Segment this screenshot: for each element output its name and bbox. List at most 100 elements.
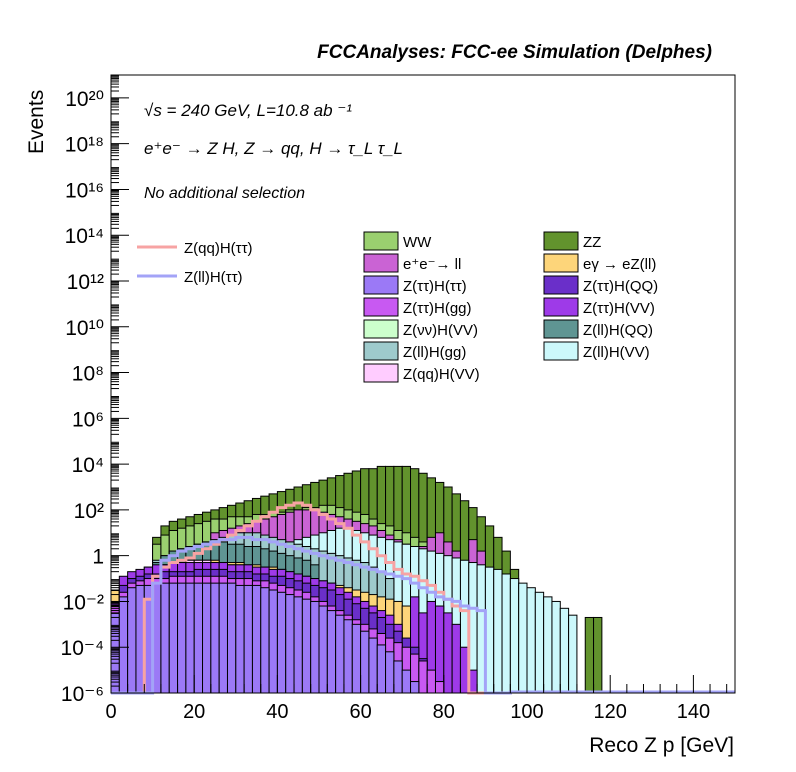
bar xyxy=(318,605,328,694)
bar xyxy=(343,619,353,694)
y-tick-label: 10⁸ xyxy=(72,363,104,386)
legend-swatch xyxy=(543,253,579,273)
annotation-energy-lumi: √s = 240 GeV, L=10.8 ab ⁻¹ xyxy=(144,101,352,120)
bar xyxy=(202,582,212,694)
y-axis-label: Events xyxy=(25,89,48,154)
legend-swatch xyxy=(363,341,399,361)
legend: Z(qq)H(ττ) Z(ll)H(ττ) WW e⁺e⁻→ ll Z(ττ)H(ττ)… xyxy=(137,231,658,383)
chart-title: FCCAnalyses: FCC-ee Simulation (Delphes) xyxy=(317,42,712,63)
bar xyxy=(401,669,412,694)
x-axis-label: Reco Z p [GeV] xyxy=(589,734,734,757)
legend-swatch xyxy=(543,297,579,317)
legend-entry-label: Z(νν)H(VV) xyxy=(403,322,478,339)
bar xyxy=(127,587,137,694)
bar xyxy=(218,582,228,694)
bar xyxy=(210,582,220,694)
bar xyxy=(385,651,395,694)
legend-entry-label: Z(ττ)H(gg) xyxy=(403,300,472,317)
bar xyxy=(526,587,536,694)
overlay-lines xyxy=(111,501,735,695)
annotation-selection: No additional selection xyxy=(144,185,305,202)
y-tick-label: 10⁶ xyxy=(72,408,104,431)
bar xyxy=(368,637,378,694)
bar xyxy=(443,612,453,694)
bar xyxy=(593,616,603,694)
bar xyxy=(551,600,561,694)
bar xyxy=(518,582,528,694)
legend-entry-label: WW xyxy=(403,234,432,251)
bar xyxy=(493,568,503,694)
legend-line-label: Z(ll)H(ττ) xyxy=(184,269,243,286)
x-tick-label: 100 xyxy=(510,701,543,723)
legend-entry-label: e⁺e⁻→ ll xyxy=(403,256,461,273)
bar xyxy=(243,584,253,694)
y-tick-label: 1 xyxy=(92,546,104,569)
legend-entry-label: Z(ll)H(VV) xyxy=(583,344,650,361)
legend-entry-label: eγ → eZ(ll) xyxy=(583,256,656,273)
bar xyxy=(584,616,595,694)
legend-swatch xyxy=(363,363,399,383)
legend-entry-label: Z(ττ)H(QQ) xyxy=(583,278,658,295)
y-tick-label: 10¹⁶ xyxy=(65,179,104,202)
legend-swatch xyxy=(363,253,399,273)
bar xyxy=(434,605,445,694)
bar xyxy=(534,591,545,694)
x-tick-label: 140 xyxy=(677,701,710,723)
legend-swatch xyxy=(543,275,579,295)
bar xyxy=(501,573,511,694)
bar xyxy=(285,594,295,694)
legend-entry-label: ZZ xyxy=(583,234,601,251)
bar xyxy=(260,587,270,694)
legend-entry-label: Z(qq)H(VV) xyxy=(403,366,480,383)
bar xyxy=(376,644,387,694)
legend-swatch xyxy=(543,341,579,361)
bar xyxy=(118,596,129,694)
bar xyxy=(568,614,578,694)
y-tick-label: 10¹⁰ xyxy=(65,317,104,340)
legend-line-label: Z(qq)H(ττ) xyxy=(184,240,253,257)
bar xyxy=(177,582,187,694)
y-tick-label: 10⁻² xyxy=(63,591,104,614)
x-tick-label: 0 xyxy=(105,701,116,723)
bar xyxy=(235,584,245,694)
bar xyxy=(559,607,570,694)
bar xyxy=(393,660,403,694)
legend-swatch xyxy=(363,319,399,339)
legend-swatch xyxy=(543,319,579,339)
x-tick-label: 60 xyxy=(349,701,371,723)
bar xyxy=(360,630,370,694)
legend-entry-label: Z(ττ)H(VV) xyxy=(583,300,655,317)
bar xyxy=(509,578,520,694)
y-tick-label: 10⁴ xyxy=(72,454,104,477)
bar xyxy=(310,600,320,694)
y-tick-label: 10² xyxy=(74,500,104,523)
bar xyxy=(185,582,195,694)
legend-swatch xyxy=(363,231,399,251)
bar xyxy=(351,623,362,694)
bar xyxy=(543,596,553,694)
x-tick-label: 20 xyxy=(183,701,205,723)
bar xyxy=(418,660,428,694)
bar xyxy=(301,598,312,694)
y-tick-label: 10¹² xyxy=(67,271,104,294)
bar xyxy=(251,584,262,694)
y-tick-label: 10²⁰ xyxy=(65,88,104,111)
y-tick-label: 10¹⁴ xyxy=(65,225,104,248)
bar xyxy=(276,591,287,694)
bar xyxy=(160,582,170,694)
bar xyxy=(193,582,204,694)
bar xyxy=(268,589,278,694)
bar xyxy=(410,681,420,694)
plot-frame xyxy=(110,74,736,694)
bar xyxy=(426,669,436,694)
legend-swatch xyxy=(363,275,399,295)
bar xyxy=(168,582,179,694)
line-series-1 xyxy=(111,535,735,695)
annotation-process: e⁺e⁻ → Z H, Z → qq, H → τ_L τ_L xyxy=(144,139,403,158)
legend-entry-label: Z(ll)H(QQ) xyxy=(583,322,653,339)
bar xyxy=(451,623,461,694)
bar xyxy=(434,681,445,694)
x-tick-label: 120 xyxy=(594,701,627,723)
axes: 0 20 40 60 80 100 120 140 10⁻⁶ 10⁻⁴ 10⁻² 1 10² 10⁴ 10⁶… xyxy=(61,74,736,723)
